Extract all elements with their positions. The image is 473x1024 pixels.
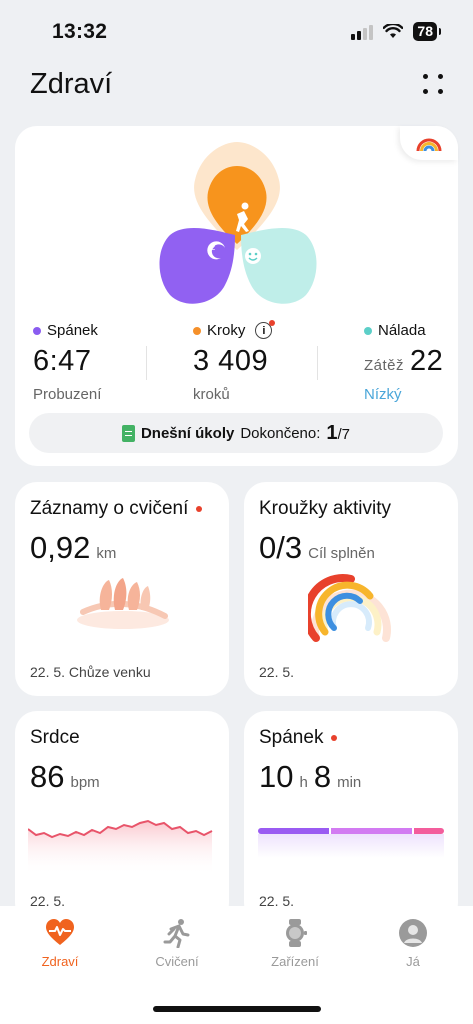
battery-indicator: 78 — [413, 22, 441, 41]
sleep-metric[interactable]: Spánek 6:47 Probuzení — [33, 322, 101, 403]
exercise-distance: 0,92 — [30, 530, 91, 565]
sleep-card-title: Spánek — [259, 727, 324, 748]
bottom-navigation: Zdraví Cvičení Zařízení Já — [0, 906, 473, 1024]
running-icon — [163, 919, 190, 948]
heart-rate-value: 86 — [30, 759, 65, 794]
sleep-minutes: 8 — [313, 759, 332, 794]
svg-text:z: z — [211, 243, 215, 252]
more-options-button[interactable] — [423, 74, 445, 96]
tasks-done-label: Dokončeno: — [240, 424, 321, 442]
status-bar: 13:32 78 — [0, 0, 473, 60]
rings-footer: 22. 5. — [259, 664, 295, 680]
running-icon — [236, 202, 249, 232]
steps-sub: kroků — [193, 386, 230, 403]
tasks-done-count: 1 — [326, 421, 338, 444]
heart-rate-card[interactable]: Srdce 86 bpm 22. 5. — [15, 711, 229, 925]
heart-title: Srdce — [30, 727, 80, 748]
activity-rings-card[interactable]: Kroužky aktivity 0/3 Cíl splněn 22. 5. — [244, 482, 458, 696]
sleep-hours-unit: h — [299, 774, 308, 791]
sleep-bar-glow — [258, 834, 444, 858]
nav-devices-label: Zařízení — [271, 954, 319, 969]
steps-value: 3 409 — [193, 345, 269, 377]
notification-dot — [331, 735, 338, 741]
watch-icon — [286, 919, 307, 947]
sleep-card[interactable]: Spánek 10 h 8 min 22. 5. — [244, 711, 458, 925]
activity-rings-graphic — [308, 574, 391, 642]
sleep-footer: 22. 5. — [259, 893, 295, 909]
wifi-icon — [383, 24, 404, 38]
sleep-value: 6:47 — [33, 345, 92, 377]
nav-exercise[interactable]: Cvičení — [132, 918, 222, 969]
nav-devices[interactable]: Zařízení — [250, 918, 340, 969]
sleep-hours: 10 — [259, 759, 294, 794]
status-time: 13:32 — [52, 20, 108, 43]
tasks-total: /7 — [337, 425, 351, 443]
profile-icon — [399, 919, 427, 947]
health-summary-card[interactable]: z Spánek 6:47 Probuzení Kroky i 3 409 kr… — [15, 126, 458, 466]
home-indicator[interactable] — [153, 1006, 321, 1012]
divider — [317, 346, 318, 380]
rings-goal-text: Cíl splněn — [308, 545, 375, 562]
exercise-title: Záznamy o cvičení — [30, 498, 189, 519]
sleep-sub: Probuzení — [33, 386, 102, 403]
nav-exercise-label: Cvičení — [155, 954, 199, 969]
heart-rate-sparkline — [28, 819, 213, 875]
rainbow-icon — [416, 138, 442, 152]
stress-level: Nízký — [364, 386, 402, 403]
stress-value: 22 — [410, 345, 444, 377]
steps-metric[interactable]: Kroky i 3 409 kroků — [193, 320, 276, 403]
rings-value: 0/3 — [259, 530, 303, 565]
nav-health-label: Zdraví — [41, 954, 79, 969]
sleep-label: Spánek — [47, 322, 98, 339]
daily-tasks-button[interactable]: Dnešní úkoly Dokončeno: 1/7 — [29, 413, 443, 453]
sleep-dot — [33, 326, 41, 335]
nav-me[interactable]: Já — [368, 918, 458, 969]
status-icons: 78 — [351, 22, 441, 41]
nav-health[interactable]: Zdraví — [15, 918, 105, 969]
exercise-unit: km — [96, 545, 117, 562]
heart-footer: 22. 5. — [30, 893, 66, 909]
sleep-minutes-unit: min — [337, 774, 362, 791]
divider — [146, 346, 147, 380]
walking-illustration — [77, 578, 169, 629]
rainbow-badge[interactable] — [400, 126, 458, 160]
nav-me-label: Já — [406, 954, 420, 969]
signal-icon — [351, 24, 374, 40]
rings-title: Kroužky aktivity — [259, 498, 391, 519]
notification-dot — [196, 506, 203, 512]
steps-dot — [193, 326, 201, 335]
steps-label: Kroky — [207, 322, 246, 339]
info-icon[interactable]: i — [255, 320, 276, 339]
mood-dot — [364, 326, 372, 335]
mood-metric[interactable]: Nálada Zátěž 22 Nízký — [364, 322, 443, 403]
stress-label: Zátěž — [364, 357, 405, 374]
heart-rate-unit: bpm — [70, 774, 100, 791]
wellbeing-petals-graphic: z — [159, 142, 317, 304]
page-title: Zdraví — [30, 68, 113, 100]
sleep-stage-bar — [258, 828, 444, 834]
exercise-footer: 22. 5. Chůze venku — [30, 664, 151, 680]
exercise-records-card[interactable]: Záznamy o cvičení 0,92 km 22. 5. Chůze v… — [15, 482, 229, 696]
heart-pulse-icon — [46, 919, 74, 945]
mood-label: Nálada — [378, 322, 426, 339]
document-icon — [121, 424, 135, 442]
tasks-title: Dnešní úkoly — [140, 424, 235, 442]
